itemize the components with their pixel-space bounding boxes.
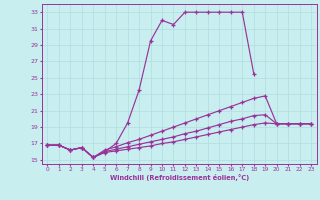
X-axis label: Windchill (Refroidissement éolien,°C): Windchill (Refroidissement éolien,°C)	[109, 174, 249, 181]
